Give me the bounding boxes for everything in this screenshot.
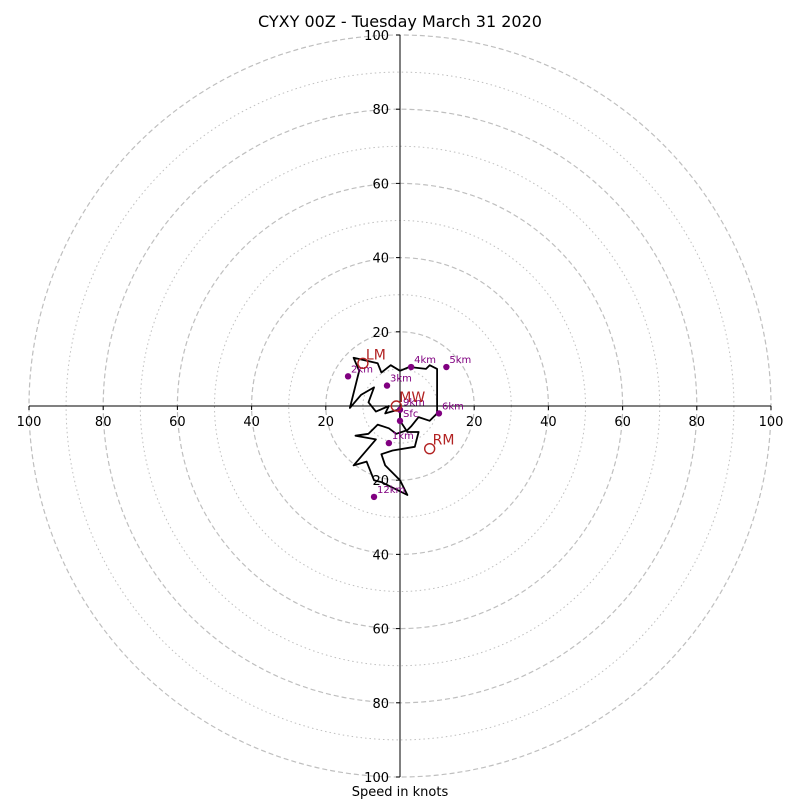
y-tick-label: 60 — [372, 177, 389, 192]
x-tick-label: 60 — [614, 415, 631, 430]
x-tick-label: 80 — [95, 415, 112, 430]
y-tick-label: 60 — [372, 623, 389, 638]
height-point — [396, 417, 404, 425]
height-point-label: 9km — [403, 398, 425, 409]
y-tick-label: 80 — [372, 697, 389, 712]
height-point — [407, 363, 415, 371]
height-point-label: 4km — [414, 355, 436, 366]
y-tick-label: 100 — [364, 29, 389, 44]
y-tick-label: 80 — [372, 103, 389, 118]
x-tick-label: 100 — [759, 415, 784, 430]
hodograph-line-group — [348, 356, 439, 496]
motion-marker — [357, 357, 369, 370]
motion-label: MW — [399, 390, 425, 406]
hodograph-line — [348, 356, 439, 496]
x-tick-label: 80 — [689, 415, 706, 430]
chart-title: CYXY 00Z - Tuesday March 31 2020 — [258, 12, 542, 31]
height-point — [435, 410, 443, 417]
storm-motion-group: LM MW RM — [357, 347, 455, 455]
height-point-label: 3km — [390, 374, 412, 385]
y-tick-label: 40 — [372, 252, 389, 267]
y-tick-label: 40 — [372, 548, 389, 563]
motion-label: RM — [433, 433, 455, 449]
height-point — [383, 382, 391, 389]
motion-marker — [390, 400, 402, 412]
x-tick-label: 20 — [466, 415, 483, 430]
x-tick-label: 60 — [169, 415, 186, 430]
y-tick-label: 20 — [372, 326, 389, 341]
y-tick-label: 100 — [364, 771, 389, 786]
height-point-label: Sfc — [403, 409, 418, 420]
height-point-label: 12km — [377, 485, 405, 496]
x-tick-label: 20 — [318, 415, 335, 430]
motion-label: LM — [366, 347, 386, 363]
height-point-label: 2km — [351, 364, 373, 375]
x-tick-label: 40 — [540, 415, 557, 430]
axes — [29, 35, 771, 777]
height-point — [344, 373, 352, 380]
height-point — [370, 493, 378, 501]
height-point-label: 1km — [392, 431, 414, 442]
x-axis-label: Speed in knots — [352, 785, 449, 800]
height-point — [443, 363, 450, 371]
height-point — [385, 439, 393, 447]
motion-marker — [423, 442, 436, 455]
height-point-label: 5km — [449, 355, 471, 366]
x-tick-label: 100 — [17, 415, 42, 430]
x-tick-label: 40 — [243, 415, 260, 430]
height-point-label: 6km — [442, 401, 464, 412]
